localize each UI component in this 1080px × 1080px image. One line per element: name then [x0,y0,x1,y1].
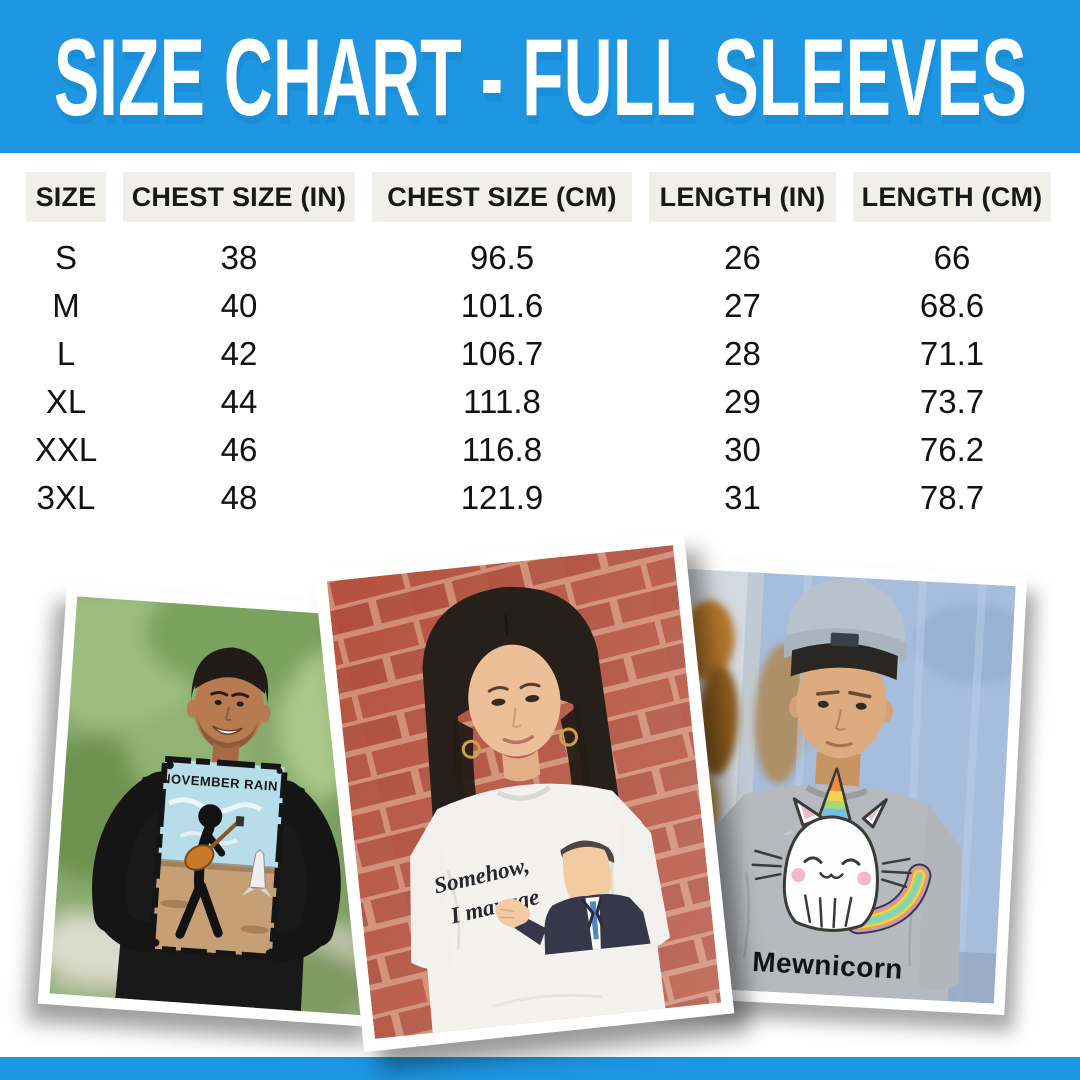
cell-length-cm: 68.6 [919,287,985,324]
cell-length-in: 30 [724,431,761,468]
size-chart-table: SIZE CHEST SIZE (IN) CHEST SIZE (CM) LEN… [26,172,1052,522]
cell-chest-cm: 111.8 [463,383,541,420]
table-header-row: SIZE CHEST SIZE (IN) CHEST SIZE (CM) LEN… [26,172,1052,222]
table-row: XL 44 111.8 29 73.7 [26,378,1052,426]
cell-length-in: 28 [724,335,761,372]
column-header-chest-in: CHEST SIZE (IN) [123,172,355,222]
page-title: SIZE CHART - FULL SLEEVES [53,15,1027,138]
cell-length-cm: 66 [933,239,971,276]
column-header-chest-cm: CHEST SIZE (CM) [372,172,632,222]
cell-length-in: 26 [724,239,761,276]
footer-accent-bar [0,1057,1080,1080]
cell-size: XL [45,383,87,420]
cell-size: S [54,239,77,276]
cell-length-in: 31 [724,479,761,516]
cell-length-cm: 78.7 [919,479,985,516]
title-banner: SIZE CHART - FULL SLEEVES [0,0,1080,153]
cell-chest-cm: 96.5 [469,239,535,276]
table-row: 3XL 48 121.9 31 78.7 [26,474,1052,522]
cell-length-in: 27 [724,287,761,324]
cell-size: 3XL [36,479,96,516]
cell-chest-cm: 116.8 [461,431,543,468]
cell-chest-cm: 106.7 [460,335,544,372]
office-character-illustration [495,840,651,955]
cell-size: M [52,287,80,324]
cell-length-cm: 71.1 [919,335,985,372]
table-row: XXL 46 116.8 30 76.2 [26,426,1052,474]
cell-chest-in: 38 [220,239,258,276]
table-body: S 38 96.5 26 66 M 40 101.6 27 68.6 L 42 … [26,234,1052,522]
model-photo-white-tee: Somehow, I manage [313,531,735,1053]
table-row: L 42 106.7 28 71.1 [26,330,1052,378]
cell-chest-cm: 121.9 [460,479,544,516]
november-rain-print: NOVEMBER RAIN . [148,755,289,961]
cell-length-cm: 76.2 [919,431,985,468]
cell-length-in: 29 [724,383,761,420]
cell-chest-in: 40 [220,287,258,324]
cell-size: L [56,335,76,372]
cell-chest-in: 42 [220,335,258,372]
cell-chest-cm: 101.6 [460,287,544,324]
column-header-length-cm: LENGTH (CM) [853,172,1051,222]
column-header-size: SIZE [26,172,106,222]
cell-chest-in: 46 [220,431,258,468]
photo2-illustration: Somehow, I manage [326,545,722,1039]
table-row: M 40 101.6 27 68.6 [26,282,1052,330]
column-header-length-in: LENGTH (IN) [649,172,836,222]
cell-length-cm: 73.7 [919,383,985,420]
cell-chest-in: 44 [220,383,258,420]
cell-chest-in: 48 [220,479,258,516]
table-row: S 38 96.5 26 66 [26,234,1052,282]
cell-size: XXL [34,431,98,468]
